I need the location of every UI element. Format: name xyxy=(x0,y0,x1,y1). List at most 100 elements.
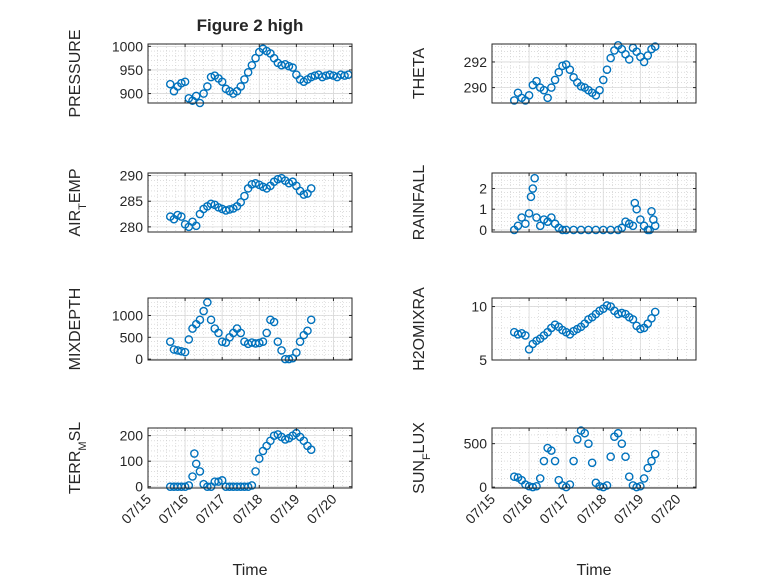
data-point xyxy=(636,215,645,224)
major-grid xyxy=(491,173,696,232)
data-point xyxy=(610,46,619,55)
data-point xyxy=(277,346,286,355)
y-tick-label: 1000 xyxy=(112,38,143,54)
y-axis-label: SUNFLUX xyxy=(411,422,433,494)
data-point xyxy=(595,85,604,95)
data-point xyxy=(606,452,615,461)
data-point xyxy=(306,445,316,455)
data-point xyxy=(650,42,660,51)
data-point xyxy=(628,221,638,231)
x-axis-label-left: Time xyxy=(233,562,268,579)
y-axis-label: THETA xyxy=(411,48,428,100)
data-point xyxy=(306,184,316,193)
data-point xyxy=(513,88,523,98)
data-point xyxy=(273,337,283,346)
data-point xyxy=(306,72,316,82)
data-point xyxy=(214,328,223,338)
series-air_temp xyxy=(165,173,316,232)
y-axis-label: AIRTEMP xyxy=(67,168,89,236)
minor-grid xyxy=(147,428,353,488)
data-point xyxy=(547,83,556,92)
y-tick-label: 10 xyxy=(471,299,487,315)
y-tick-label: 290 xyxy=(464,80,488,96)
data-point xyxy=(195,315,205,325)
data-point xyxy=(573,435,582,444)
data-point xyxy=(214,477,223,486)
data-point xyxy=(636,481,645,491)
y-tick-label: 5 xyxy=(479,352,487,368)
data-point xyxy=(199,306,208,316)
series-terr_msl xyxy=(165,428,316,492)
data-point xyxy=(532,213,541,222)
x-tick-label: 07/15 xyxy=(118,491,154,527)
data-point xyxy=(184,335,194,344)
axes-box xyxy=(147,427,353,489)
x-tick-label: 07/19 xyxy=(610,491,646,527)
data-point xyxy=(558,61,567,71)
data-point xyxy=(217,337,227,346)
data-point xyxy=(254,338,264,348)
x-tick-label: 07/20 xyxy=(303,491,339,527)
data-point xyxy=(191,459,201,469)
data-point xyxy=(306,315,316,325)
data-point xyxy=(236,197,246,207)
data-point xyxy=(251,53,260,63)
data-point xyxy=(236,82,246,91)
data-point xyxy=(587,458,597,468)
data-point xyxy=(521,219,530,229)
series-h2omixra xyxy=(509,301,660,354)
data-point xyxy=(521,331,530,340)
series-mixdepth xyxy=(165,298,316,364)
y-tick-label: 1 xyxy=(479,201,487,217)
axes-box xyxy=(491,172,697,233)
subplot-terr_msl: 0 100 200 07/15 07/16 07/17 07/18 07/19 07/20 TER… xyxy=(67,422,353,527)
data-point xyxy=(258,337,268,346)
data-point xyxy=(190,449,199,458)
data-point xyxy=(303,326,312,336)
data-point xyxy=(236,328,246,338)
data-point xyxy=(180,482,190,492)
data-point xyxy=(203,82,212,91)
y-tick-label: 100 xyxy=(120,453,144,469)
axes-box xyxy=(147,297,353,361)
data-point xyxy=(535,474,545,483)
data-point xyxy=(318,72,327,82)
data-point xyxy=(617,439,627,448)
series-pressure xyxy=(165,44,353,108)
y-tick-label: 292 xyxy=(464,54,488,70)
data-point xyxy=(539,85,549,95)
minor-grid xyxy=(491,298,697,361)
data-point xyxy=(580,428,590,438)
x-tick-label: 07/19 xyxy=(266,491,302,527)
data-point xyxy=(177,78,186,88)
x-tick-label: 07/18 xyxy=(573,491,609,527)
y-axis-label: H2OMIXRA xyxy=(411,287,428,371)
data-point xyxy=(262,441,271,451)
data-point xyxy=(624,472,634,481)
y-tick-label: 280 xyxy=(120,219,144,235)
data-point xyxy=(203,482,212,492)
minor-grid xyxy=(147,297,353,360)
data-point xyxy=(509,96,519,105)
data-point xyxy=(524,91,534,100)
data-point xyxy=(565,65,575,74)
subplot-sun_flux: 0 500 07/15 07/16 07/17 07/18 07/19 07/20 SUNFLU… xyxy=(411,422,697,527)
data-point xyxy=(602,301,612,310)
axes-box xyxy=(491,297,697,361)
subplot-mixdepth: 0 500 1000 MIXDEPTH xyxy=(67,288,353,370)
data-point xyxy=(647,206,656,216)
data-point xyxy=(251,467,260,476)
data-point xyxy=(639,474,649,483)
data-point xyxy=(262,328,271,338)
x-tick-label: 07/15 xyxy=(462,491,498,527)
axes-box xyxy=(147,172,353,233)
axes-box xyxy=(491,43,697,104)
data-point xyxy=(266,436,275,446)
data-point xyxy=(177,346,186,356)
data-point xyxy=(535,221,545,231)
figure-title: Figure 2 high xyxy=(197,16,304,35)
x-axis-label-right: Time xyxy=(577,562,612,579)
data-point xyxy=(532,481,541,491)
data-point xyxy=(532,76,541,86)
